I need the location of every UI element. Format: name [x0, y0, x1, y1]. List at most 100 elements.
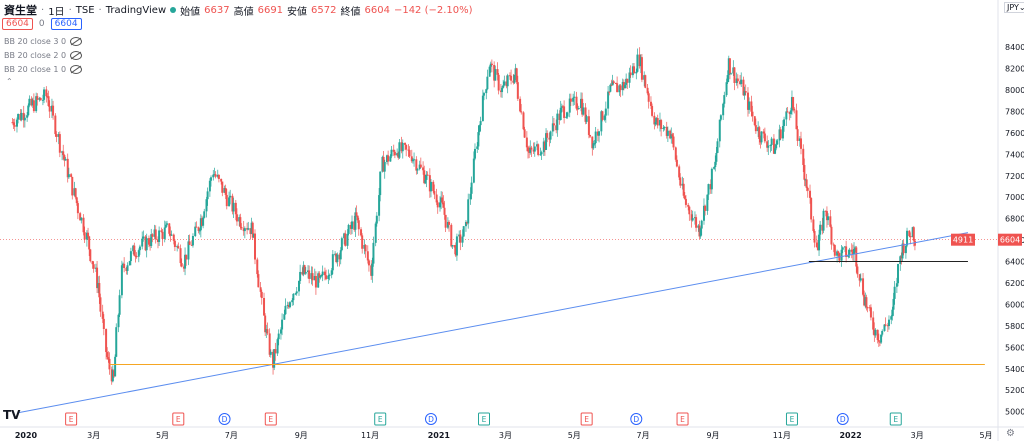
candle-body — [440, 197, 443, 203]
buy-button[interactable]: 6604 — [50, 18, 82, 30]
candle-body — [585, 116, 588, 122]
candle-body — [631, 66, 634, 76]
candle-body — [88, 236, 91, 250]
candle-body — [390, 149, 393, 157]
candle-body — [881, 330, 884, 335]
candle-body — [733, 67, 736, 83]
candle-body — [681, 183, 684, 186]
hidden-eye-icon[interactable] — [70, 65, 83, 74]
candle-body — [416, 169, 419, 171]
indicator-bb3[interactable]: BB 20 close 3 0 — [4, 37, 83, 46]
candle-body — [506, 75, 509, 87]
candle-body — [551, 123, 554, 132]
candle-body — [123, 263, 126, 269]
candle-body — [600, 111, 603, 132]
symbol-name[interactable]: 資生堂 — [4, 4, 37, 17]
candle-body — [228, 197, 231, 207]
candle-body — [256, 259, 259, 275]
event-label: E — [893, 415, 898, 424]
candle-body — [592, 143, 595, 149]
candle-body — [153, 229, 156, 237]
interval[interactable]: 1日 — [48, 6, 65, 18]
candle-body — [184, 254, 187, 269]
candle-body — [43, 89, 46, 100]
candle-body — [510, 75, 513, 81]
indicator-bb1[interactable]: BB 20 close 1 0 — [4, 65, 83, 74]
data-source: TradingView — [105, 4, 167, 16]
candle-body — [231, 195, 234, 212]
candle-body — [610, 84, 613, 86]
candle-body — [330, 270, 333, 276]
gear-icon[interactable]: ⚙ — [1006, 428, 1015, 439]
candle-body — [466, 221, 469, 224]
collapse-chevron-icon[interactable]: ⌃ — [6, 77, 13, 86]
candle-body — [279, 329, 282, 334]
candle-body — [467, 199, 470, 224]
candle-body — [855, 247, 858, 267]
candle-body — [15, 119, 18, 127]
candle-body — [496, 69, 499, 75]
event-label: D — [222, 415, 228, 424]
candle-body — [454, 247, 457, 256]
candle-body — [301, 271, 304, 275]
candle-body — [700, 220, 703, 229]
candle-body — [110, 369, 113, 382]
candle-body — [476, 146, 479, 149]
candle-body — [129, 251, 132, 262]
hidden-eye-icon[interactable] — [70, 51, 83, 60]
candle-body — [655, 118, 658, 123]
hidden-eye-icon[interactable] — [70, 37, 83, 46]
y-tick-label: 6200 — [1005, 279, 1024, 288]
candle-body — [754, 125, 757, 132]
candle-body — [259, 287, 262, 292]
candle-body — [223, 188, 226, 193]
candle-body — [619, 85, 622, 91]
candle-body — [899, 256, 902, 265]
candle-body — [486, 76, 489, 90]
candle-body — [96, 267, 99, 289]
candle-body — [678, 166, 681, 178]
candle-body — [687, 204, 690, 207]
candle-body — [546, 133, 549, 138]
close-value: 6604 — [364, 4, 390, 16]
candle-body — [713, 167, 716, 169]
candle-body — [843, 246, 846, 248]
candle-body — [873, 329, 876, 336]
candle-body — [587, 116, 590, 135]
candle-body — [893, 286, 896, 299]
candle-body — [265, 329, 268, 333]
candle-body — [141, 238, 144, 247]
candle-body — [479, 121, 482, 126]
candle-body — [666, 130, 669, 136]
candle-body — [783, 119, 786, 127]
candle-body — [788, 111, 791, 115]
candle-body — [120, 265, 123, 296]
candle-body — [827, 216, 830, 221]
candle-body — [718, 119, 721, 142]
candle-body — [128, 261, 131, 266]
candle-body — [739, 81, 742, 85]
candle-body — [672, 136, 675, 148]
candle-body — [520, 111, 523, 113]
candle-body — [836, 251, 839, 256]
candle-body — [646, 87, 649, 94]
sell-button[interactable]: 6604 — [2, 18, 33, 30]
candle-body — [813, 230, 816, 243]
indicator-bb2[interactable]: BB 20 close 2 0 — [4, 51, 83, 60]
candle-body — [744, 91, 747, 93]
candle-body — [464, 221, 467, 227]
event-label: E — [482, 415, 487, 424]
candle-body — [790, 97, 793, 111]
candle-body — [387, 155, 390, 162]
currency-selector[interactable]: JPY⌄ — [1004, 2, 1024, 13]
candle-body — [47, 96, 50, 107]
candle-body — [52, 105, 55, 116]
y-tick-label: 7600 — [1005, 129, 1024, 138]
candle-body — [877, 340, 880, 342]
candle-body — [851, 251, 854, 254]
candle-body — [98, 283, 101, 298]
earnings-marker — [374, 412, 387, 426]
y-tick-label: 8000 — [1005, 86, 1024, 95]
candle-body — [444, 214, 447, 228]
